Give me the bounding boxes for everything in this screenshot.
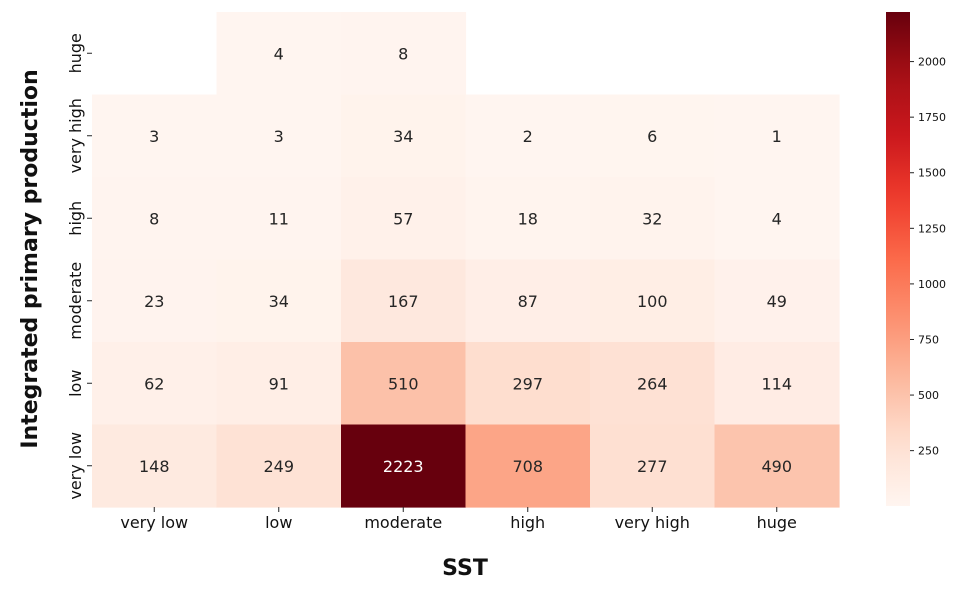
heatmap-cell — [92, 177, 218, 261]
x-tick-label: very low — [120, 513, 188, 532]
cell-label: 490 — [761, 457, 792, 476]
heatmap-cell — [590, 342, 716, 426]
heatmap-cell — [216, 12, 342, 96]
heatmap-cell — [341, 177, 467, 261]
cell-label: 91 — [269, 374, 289, 393]
heatmap-cell — [216, 342, 342, 426]
cell-label: 6 — [647, 127, 657, 146]
cell-label: 18 — [518, 209, 538, 228]
colorbar-tick-label: 500 — [918, 389, 939, 402]
colorbar-tick-label: 1250 — [918, 222, 946, 235]
heatmap-cell — [465, 342, 591, 426]
heatmap-cell — [465, 424, 591, 508]
cell-label: 62 — [144, 374, 164, 393]
cell-label: 708 — [512, 457, 543, 476]
cell-label: 34 — [269, 292, 289, 311]
heatmap-cell — [92, 342, 218, 426]
colorbar-tick-label: 2000 — [918, 56, 946, 69]
heatmap-cell — [590, 177, 716, 261]
cell-label: 49 — [767, 292, 787, 311]
cell-label: 23 — [144, 292, 164, 311]
heatmap-cell — [714, 177, 840, 261]
y-tick-label: moderate — [66, 262, 85, 340]
heatmap-cell — [216, 94, 342, 178]
cell-label: 2223 — [383, 457, 424, 476]
cell-label: 8 — [398, 44, 408, 63]
cell-label: 34 — [393, 127, 413, 146]
cell-label: 87 — [518, 292, 538, 311]
cell-label: 100 — [637, 292, 668, 311]
colorbar-ticks: 250 500 750 1000 1250 1500 1750 2000 — [910, 56, 946, 458]
cell-label: 297 — [512, 374, 543, 393]
heatmap-cell — [465, 177, 591, 261]
heatmap-cell — [714, 342, 840, 426]
x-tick-label: huge — [757, 513, 797, 532]
y-axis-ticks: huge very high high moderate low very low — [66, 33, 92, 500]
cell-label: 32 — [642, 209, 662, 228]
cell-label: 249 — [263, 457, 294, 476]
cell-label: 114 — [761, 374, 792, 393]
colorbar-tick-label: 1000 — [918, 278, 946, 291]
colorbar-tick-label: 250 — [918, 445, 939, 458]
cell-label: 8 — [149, 209, 159, 228]
heatmap-cell — [714, 259, 840, 343]
heatmap-cell — [341, 424, 467, 508]
cell-label: 167 — [388, 292, 419, 311]
colorbar-tick-label: 1750 — [918, 111, 946, 124]
heatmap-cell — [216, 177, 342, 261]
heatmap-cell — [714, 94, 840, 178]
heatmap-cell — [341, 94, 467, 178]
heatmap-cell — [465, 259, 591, 343]
colorbar-tick-label: 750 — [918, 333, 939, 346]
y-tick-label: high — [66, 201, 85, 236]
heatmap-cell — [714, 424, 840, 508]
cell-label: 264 — [637, 374, 668, 393]
cell-label: 4 — [772, 209, 782, 228]
heatmap-cell — [590, 259, 716, 343]
heatmap-cell — [465, 94, 591, 178]
x-tick-label: very high — [615, 513, 690, 532]
x-tick-label: low — [265, 513, 292, 532]
heatmap-cell — [341, 259, 467, 343]
heatmap-cell — [341, 12, 467, 96]
y-tick-label: huge — [66, 33, 85, 73]
y-tick-label: very high — [66, 98, 85, 173]
cell-label: 4 — [274, 44, 284, 63]
cell-label: 2 — [523, 127, 533, 146]
heatmap-cell — [92, 424, 218, 508]
colorbar — [886, 12, 910, 506]
heatmap-cell — [590, 424, 716, 508]
heatmap-cell — [341, 342, 467, 426]
heatmap-cell — [590, 94, 716, 178]
cell-label: 148 — [139, 457, 170, 476]
heatmap-cell — [92, 94, 218, 178]
heatmap-cell — [216, 424, 342, 508]
cell-label: 277 — [637, 457, 668, 476]
cell-label: 1 — [772, 127, 782, 146]
x-axis-ticks: very low low moderate high very high huge — [120, 507, 797, 532]
heatmap-cell — [216, 259, 342, 343]
y-axis-title: Integrated primary production — [18, 69, 43, 448]
cell-label: 11 — [269, 209, 289, 228]
colorbar-tick-label: 1500 — [918, 167, 946, 180]
cell-label: 3 — [274, 127, 284, 146]
y-tick-label: very low — [66, 432, 85, 500]
cell-label: 57 — [393, 209, 413, 228]
y-tick-label: low — [66, 370, 85, 397]
heatmap-cell — [92, 259, 218, 343]
x-tick-label: high — [510, 513, 545, 532]
x-tick-label: moderate — [364, 513, 442, 532]
cell-label: 510 — [388, 374, 419, 393]
cell-label: 3 — [149, 127, 159, 146]
x-axis-title: SST — [442, 556, 488, 581]
